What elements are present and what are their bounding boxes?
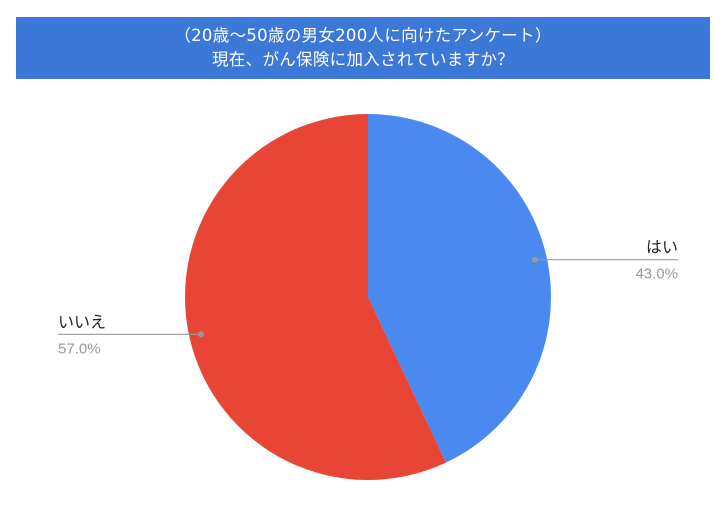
- slice-percent-yes: 43.0%: [635, 266, 678, 283]
- title-line-1: （20歳～50歳の男女200人に向けたアンケート）: [174, 26, 552, 45]
- slice-label-yes: はい: [646, 238, 678, 257]
- leader-dot-yes: [531, 256, 538, 263]
- slice-label-no: いいえ: [58, 312, 106, 331]
- title-banner: （20歳～50歳の男女200人に向けたアンケート） 現在、がん保険に加入されてい…: [16, 17, 710, 79]
- slice-percent-no: 57.0%: [58, 340, 101, 357]
- leader-dot-no: [198, 331, 205, 338]
- pie-slice-yes: [368, 114, 551, 463]
- title-line-2: 現在、がん保険に加入されていますか？: [212, 50, 514, 69]
- pie-slices: [184, 114, 551, 480]
- pie-slice-no: [184, 114, 446, 480]
- pie-annotations: はい 43.0% いいえ 57.0%: [58, 238, 678, 357]
